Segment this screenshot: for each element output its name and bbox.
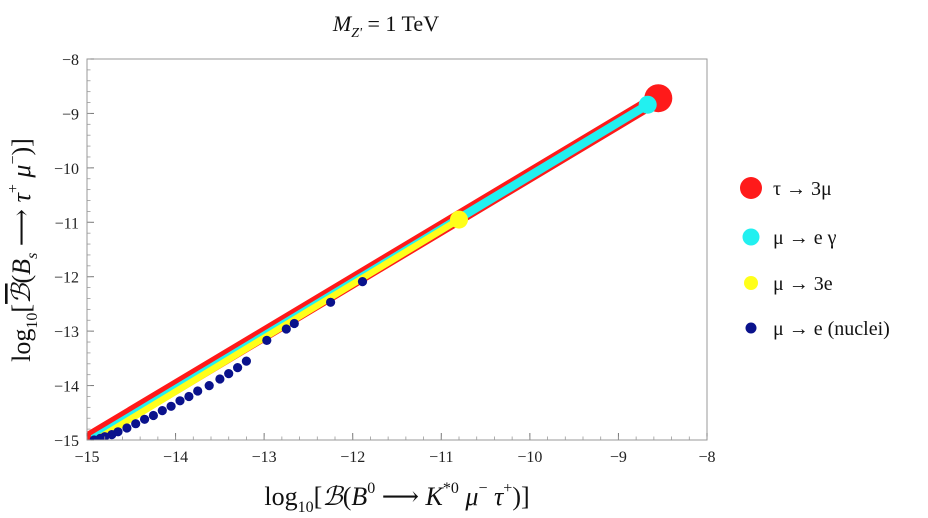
x-tick-label-3: −12 (340, 449, 365, 466)
data-point-21 (289, 318, 299, 329)
y-tick-label-3: −12 (54, 270, 79, 287)
y-tick-label-4: −11 (55, 215, 79, 232)
data-point-10 (166, 401, 176, 411)
data-point-20 (281, 324, 291, 334)
x-tick-label-0: −15 (74, 449, 99, 466)
x-tick-label-5: −10 (517, 449, 542, 466)
plot-frame (86, 58, 708, 441)
y-tick-label-2: −13 (54, 324, 79, 341)
data-point-2 (100, 432, 110, 440)
band-end-cap-1 (638, 95, 657, 114)
band-series-2 (95, 215, 460, 440)
data-point-18 (241, 356, 251, 366)
x-tick-label-2: −13 (252, 449, 277, 466)
legend-label-1: μ → e γ (773, 227, 837, 249)
data-point-13 (193, 386, 203, 396)
data-point-6 (131, 419, 141, 429)
y-tick-label-1: −14 (54, 379, 79, 396)
data-point-19 (262, 335, 272, 345)
x-tick-label-7: −8 (698, 449, 715, 466)
legend-marker-3 (745, 322, 757, 334)
x-tick-label-6: −9 (610, 449, 627, 466)
data-point-17 (233, 363, 243, 373)
legend-label-0: τ → 3μ (773, 178, 832, 200)
band-end-cap-2 (450, 210, 468, 229)
legend-marker-1 (742, 228, 760, 246)
data-point-11 (175, 396, 185, 406)
legend-label-2: μ → 3e (773, 273, 833, 295)
y-tick-label-6: −9 (62, 106, 79, 123)
x-axis-title: log10[ℬ(B0 ⟶ K*0 μ− τ+)] (264, 480, 529, 516)
y-tick-label-5: −10 (54, 161, 79, 178)
data-point-12 (184, 391, 194, 402)
data-point-5 (122, 423, 132, 433)
x-tick-label-4: −11 (429, 449, 453, 466)
chart-title: MZ' = 1 TeV (332, 11, 439, 41)
data-point-9 (157, 406, 167, 416)
data-point-7 (140, 414, 150, 424)
data-point-22 (326, 297, 336, 307)
data-point-23 (357, 277, 368, 287)
legend-marker-2 (744, 276, 758, 290)
y-tick-label-7: −8 (62, 52, 79, 69)
legend: τ → 3μ μ → e γ μ → 3e μ → e (nuclei) (740, 177, 890, 340)
y-axis-title: log10[ℬ(Bs ⟶ τ+ μ−)] (5, 138, 41, 362)
axis-ticks: −15 −14 −13 −12 −11 −10 −9 −8 −15 −14 −13 −12 −11 −10… (54, 52, 716, 466)
legend-label-3: μ → e (nuclei) (773, 318, 890, 340)
y-tick-label-0: −15 (54, 433, 79, 450)
data-point-8 (148, 410, 158, 421)
x-tick-label-1: −14 (163, 449, 188, 466)
data-point-16 (224, 369, 234, 379)
legend-marker-0 (740, 177, 762, 199)
data-point-4 (113, 427, 123, 437)
plot-area (87, 84, 673, 440)
data-point-14 (204, 381, 214, 391)
data-point-15 (215, 374, 225, 384)
